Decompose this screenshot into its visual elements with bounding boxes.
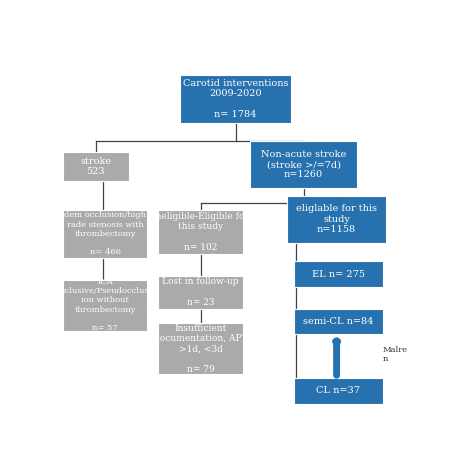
- FancyBboxPatch shape: [294, 378, 383, 404]
- Text: ICA
cclusive/Pseudocclus
ion without
thrombectomy

n= 57: ICA cclusive/Pseudocclus ion without thr…: [61, 278, 149, 332]
- FancyBboxPatch shape: [63, 280, 147, 331]
- FancyBboxPatch shape: [294, 261, 383, 287]
- Text: Carotid interventions
2009-2020

n= 1784: Carotid interventions 2009-2020 n= 1784: [183, 79, 288, 119]
- Text: Non-acute stroke
(stroke >/=7d)
n=1260: Non-acute stroke (stroke >/=7d) n=1260: [261, 150, 346, 180]
- FancyBboxPatch shape: [250, 141, 357, 188]
- Text: EL n= 275: EL n= 275: [312, 270, 365, 279]
- Text: Lost in follow-up

n= 23: Lost in follow-up n= 23: [163, 277, 239, 307]
- Text: Ineligible-Eligible for
this study

n= 102: Ineligible-Eligible for this study n= 10…: [152, 212, 249, 252]
- Text: stroke
523: stroke 523: [81, 157, 111, 176]
- FancyBboxPatch shape: [158, 276, 243, 309]
- Text: CL n=37: CL n=37: [317, 386, 360, 395]
- FancyBboxPatch shape: [158, 323, 243, 374]
- Text: dem occlusion/high
rade stenosis with
thrombectomy

n= 466: dem occlusion/high rade stenosis with th…: [64, 211, 146, 256]
- FancyBboxPatch shape: [158, 210, 243, 254]
- FancyBboxPatch shape: [63, 210, 147, 258]
- FancyBboxPatch shape: [294, 309, 383, 334]
- FancyBboxPatch shape: [63, 152, 129, 181]
- FancyBboxPatch shape: [287, 196, 386, 243]
- Text: Malre
n: Malre n: [383, 346, 408, 363]
- Text: Insufficient
documentation, APT
>1d, <3d

n= 79: Insufficient documentation, APT >1d, <3d…: [154, 324, 247, 374]
- Text: eliglable for this
study
n=1158: eliglable for this study n=1158: [296, 204, 377, 234]
- Text: semi-CL n=84: semi-CL n=84: [303, 317, 374, 326]
- FancyBboxPatch shape: [181, 75, 291, 123]
